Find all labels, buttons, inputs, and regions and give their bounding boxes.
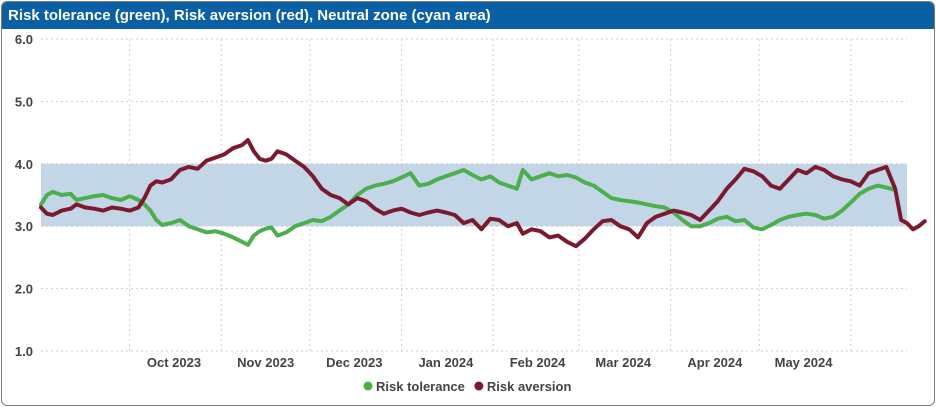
x-tick-label: Dec 2023 (326, 355, 382, 370)
legend-marker (474, 381, 484, 391)
x-tick-label: Jan 2024 (418, 355, 474, 370)
legend-marker (363, 381, 373, 391)
chart-title: Risk tolerance (green), Risk aversion (r… (2, 2, 934, 29)
legend-label: Risk aversion (487, 379, 572, 394)
x-tick-label: Feb 2024 (510, 355, 566, 370)
series-line-risk-aversion (39, 138, 927, 249)
chart-svg: 1.0 2.0 3.0 4.0 5.0 6.0 Oct 2023 Nov 2023 Dec 20… (15, 32, 927, 394)
y-tick-label: 2.0 (15, 282, 33, 297)
y-tick-label: 1.0 (15, 344, 33, 359)
x-tick-label: May 2024 (775, 355, 834, 370)
y-tick-label: 4.0 (15, 157, 33, 172)
series-line-risk-tolerance (39, 168, 898, 247)
x-tick-label: Mar 2024 (595, 355, 651, 370)
y-tick-label: 5.0 (15, 94, 33, 109)
legend-label: Risk tolerance (376, 379, 465, 394)
x-tick-label: Nov 2023 (237, 355, 294, 370)
x-tick-label: Oct 2023 (147, 355, 201, 370)
y-tick-label: 3.0 (15, 219, 33, 234)
neutral-zone-band (41, 163, 907, 227)
x-tick-label: Apr 2024 (687, 355, 743, 370)
y-tick-label: 6.0 (15, 32, 33, 47)
